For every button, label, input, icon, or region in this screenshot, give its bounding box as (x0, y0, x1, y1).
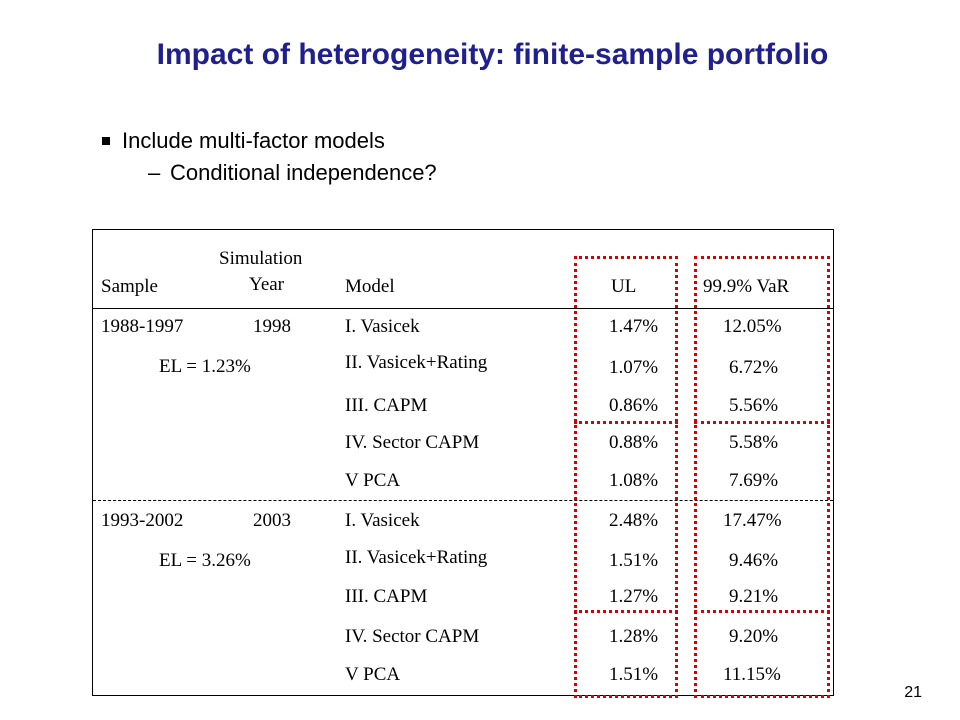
results-table: Sample Simulation Year Model UL 99.9% Va… (92, 229, 834, 696)
table-cell-var: 5.56% (729, 395, 779, 416)
group-sample: 1988-1997 (101, 316, 184, 337)
page-number: 21 (904, 684, 922, 701)
header-sample: Sample (101, 276, 158, 297)
table-cell-var: 9.46% (729, 550, 779, 571)
table-cell-ul: 1.08% (609, 470, 659, 491)
group-el: EL = 1.23% (159, 356, 251, 377)
table-cell-ul: 1.51% (609, 550, 659, 571)
bullet-sub-text: Conditional independence? (170, 160, 437, 185)
bullet-main-text: Include multi-factor models (122, 128, 385, 153)
table-cell-ul: 1.47% (609, 316, 659, 337)
group-el: EL = 3.26% (159, 550, 251, 571)
ul-column-highlight (574, 256, 678, 698)
table-cell-var: 7.69% (729, 470, 779, 491)
table-cell-var: 9.21% (729, 586, 779, 607)
table-cell-ul: 0.86% (609, 395, 659, 416)
highlight-separator (694, 610, 830, 613)
table-cell-var: 9.20% (729, 626, 779, 647)
table-cell-model: V PCA (345, 664, 401, 685)
table-cell-ul: 0.88% (609, 432, 659, 453)
table-cell-ul: 1.07% (609, 357, 659, 378)
header-model: Model (345, 276, 395, 297)
slide-title: Impact of heterogeneity: finite-sample p… (156, 38, 829, 71)
table-cell-model: II. Vasicek+Rating (345, 547, 488, 568)
dash-bullet: – (148, 160, 161, 185)
table-cell-ul: 2.48% (609, 510, 659, 531)
group-year: 1998 (253, 316, 291, 337)
table-cell-model: II. Vasicek+Rating (345, 352, 488, 373)
highlight-separator (574, 421, 678, 424)
table-cell-var: 11.15% (723, 664, 781, 685)
group-sample: 1993-2002 (101, 510, 184, 531)
table-cell-ul: 1.51% (609, 664, 659, 685)
table-cell-model: III. CAPM (345, 395, 428, 416)
table-cell-var: 12.05% (723, 316, 782, 337)
table-cell-ul: 1.28% (609, 626, 659, 647)
header-ul: UL (611, 276, 637, 297)
table-cell-model: IV. Sector CAPM (345, 626, 480, 647)
table-cell-model: V PCA (345, 470, 401, 491)
table-cell-var: 5.58% (729, 432, 779, 453)
table-cell-ul: 1.27% (609, 586, 659, 607)
var-column-highlight (694, 256, 830, 698)
highlight-separator (574, 610, 678, 613)
table-cell-model: IV. Sector CAPM (345, 432, 480, 453)
header-var: 99.9% VaR (703, 276, 790, 297)
table-cell-var: 6.72% (729, 357, 779, 378)
highlight-separator (694, 421, 830, 424)
group-divider (93, 500, 833, 501)
group-year: 2003 (253, 510, 291, 531)
header-divider (93, 308, 833, 309)
square-bullet-icon (102, 137, 110, 145)
header-year: Year (249, 274, 285, 295)
header-simulation: Simulation (219, 248, 303, 269)
table-cell-model: III. CAPM (345, 586, 428, 607)
table-cell-model: I. Vasicek (345, 316, 420, 337)
table-cell-var: 17.47% (723, 510, 782, 531)
table-cell-model: I. Vasicek (345, 510, 420, 531)
